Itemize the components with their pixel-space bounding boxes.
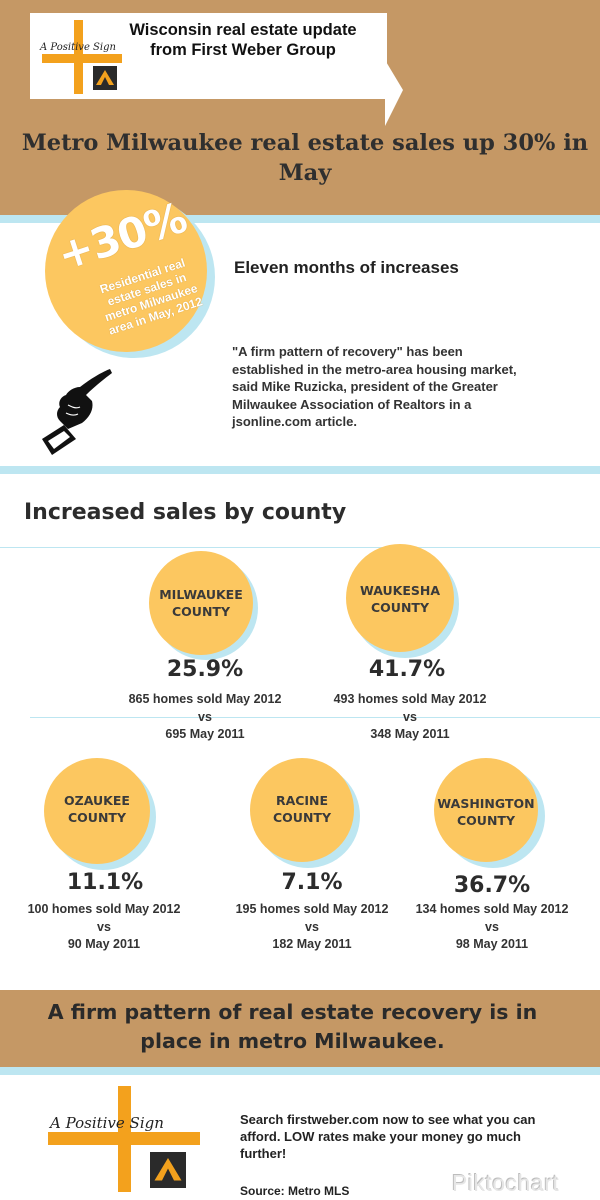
county-name: WAUKESHA COUNTY [359,583,441,615]
county-sold-2011: 98 May 2011 [455,937,529,951]
pointing-hand-icon [38,365,114,457]
county-name: MILWAUKEE COUNTY [159,587,243,619]
counties-divider [0,547,600,548]
logo-cross-horizontal [48,1132,200,1145]
county-vs: vs [485,919,499,934]
county-circle [250,758,354,862]
counties-title: Increased sales by county [24,500,347,525]
increases-subtitle: Eleven months of increases [234,258,459,277]
positive-sign-logo: A Positive Sign [38,18,126,96]
county-sold-2011: 90 May 2011 [67,937,141,951]
county-percent: 41.7% [368,657,446,682]
county-sold-2012: 195 homes sold May 2012 [235,902,389,916]
recovery-statement: A firm pattern of real estate recovery i… [47,1000,538,1053]
county-percent: 36.7% [453,873,531,898]
county-vs: vs [403,709,417,724]
county-name: OZAUKEE COUNTY [64,793,130,825]
county-sold-2011: 695 May 2011 [165,727,245,741]
divider-stripe [0,1067,600,1075]
recovery-band [0,990,600,1067]
county-name: RACINE COUNTY [273,793,331,825]
piktochart-watermark: Piktochart [452,1170,560,1196]
highlight-circle [45,190,207,352]
counties-divider [30,717,600,718]
county-circle [346,544,454,652]
county-sold-2012: 493 homes sold May 2012 [333,692,487,706]
county-vs: vs [97,919,111,934]
divider-stripe [0,215,600,223]
source-note: Source: Metro MLS [240,1184,350,1198]
logo-text: A Positive Sign [40,42,116,53]
county-circle [44,758,150,864]
county-sold-2011: 182 May 2011 [272,937,352,951]
logo-cross-horizontal [42,54,122,63]
county-percent: 7.1% [281,870,343,895]
logo-tile-icon [150,1152,186,1188]
logo-text: A Positive Sign [50,1114,164,1132]
county-percent: 25.9% [166,657,244,682]
county-detail: 100 homes sold May 2012 vs 90 May 2011 [4,901,204,954]
county-vs: vs [198,709,212,724]
speech-bubble-tail [385,60,403,126]
county-sold-2012: 134 homes sold May 2012 [415,902,569,916]
page-headline: Metro Milwaukee real estate sales up 30%… [21,130,589,186]
county-detail: 493 homes sold May 2012 vs 348 May 2011 [305,691,515,744]
county-name: WASHINGTON COUNTY [437,796,535,828]
bubble-title: Wisconsin real estate update from First … [129,21,357,59]
county-sold-2012: 100 homes sold May 2012 [27,902,181,916]
search-cta: Search firstweber.com now to see what yo… [240,1112,536,1161]
county-circle [434,758,538,862]
county-detail: 134 homes sold May 2012 vs 98 May 2011 [392,901,592,954]
logo-tile-icon [93,66,117,90]
county-sold-2011: 348 May 2011 [370,727,450,741]
county-detail: 865 homes sold May 2012 vs 695 May 2011 [100,691,310,744]
county-circle [149,551,253,655]
realtor-quote: "A firm pattern of recovery" has been es… [232,344,517,429]
county-detail: 195 homes sold May 2012 vs 182 May 2011 [212,901,412,954]
divider-stripe [0,466,600,474]
positive-sign-logo: A Positive Sign [40,1084,208,1196]
county-vs: vs [305,919,319,934]
county-sold-2012: 865 homes sold May 2012 [128,692,282,706]
county-percent: 11.1% [66,870,144,895]
